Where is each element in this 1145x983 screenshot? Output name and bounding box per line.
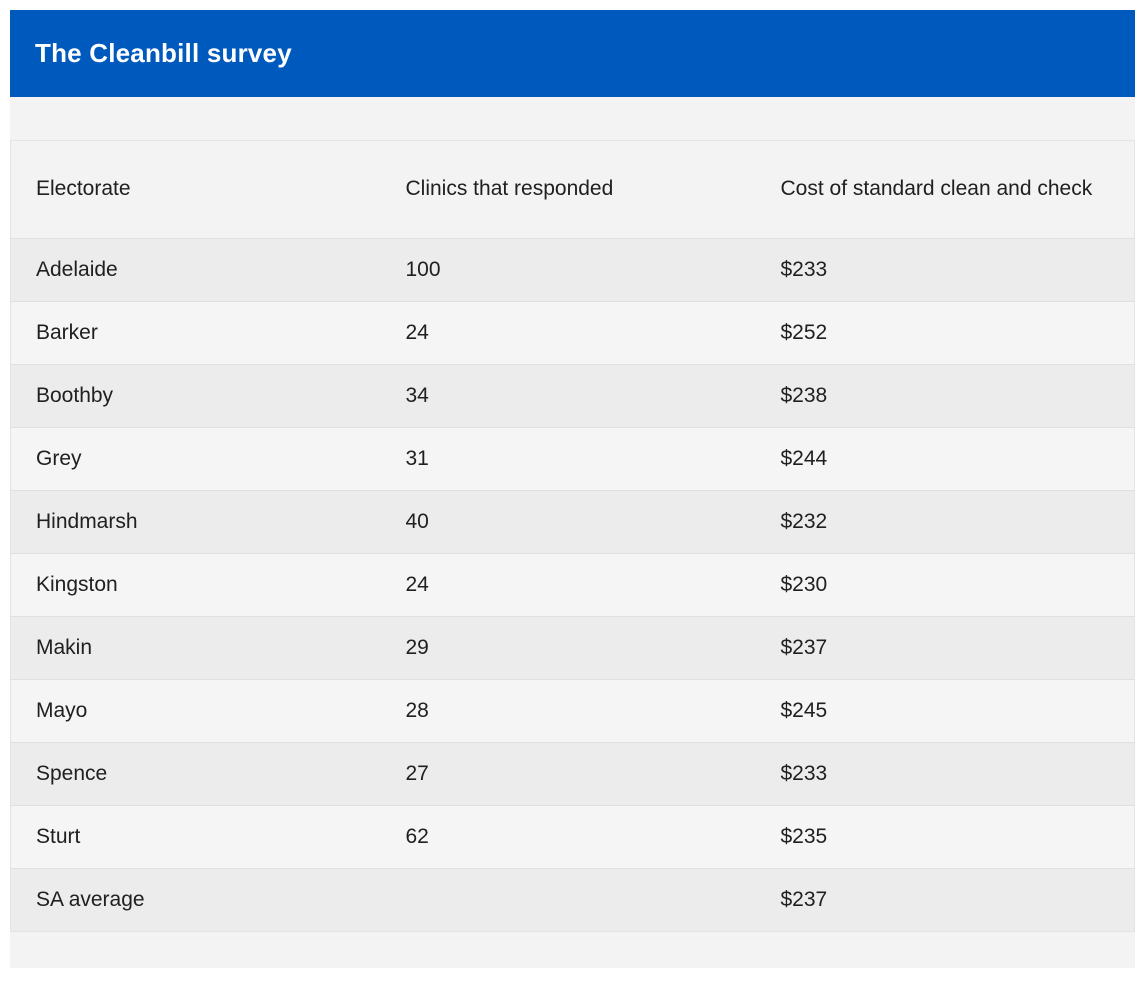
clinics-cell: 24 bbox=[380, 301, 756, 365]
survey-table: Electorate Clinics that responded Cost o… bbox=[10, 140, 1135, 932]
electorate-cell: Barker bbox=[10, 301, 381, 365]
table-row: Mayo 28 $245 bbox=[10, 679, 1135, 743]
cost-cell: $238 bbox=[755, 364, 1135, 428]
electorate-cell: Kingston bbox=[10, 553, 381, 617]
clinics-cell: 27 bbox=[380, 742, 756, 806]
column-header-electorate-label: Electorate bbox=[36, 177, 131, 201]
table-row: Hindmarsh 40 $232 bbox=[10, 490, 1135, 554]
clinics-cell: 62 bbox=[380, 805, 756, 869]
cost-cell: $237 bbox=[755, 868, 1135, 932]
table-row: SA average $237 bbox=[10, 868, 1135, 932]
electorate-cell: Spence bbox=[10, 742, 381, 806]
cost-cell: $235 bbox=[755, 805, 1135, 869]
table-row: Makin 29 $237 bbox=[10, 616, 1135, 680]
table-row: Adelaide 100 $233 bbox=[10, 238, 1135, 302]
column-header-cost-label: Cost of standard clean and check bbox=[780, 177, 1093, 201]
column-header-electorate: Electorate bbox=[10, 140, 381, 239]
table-row: Kingston 24 $230 bbox=[10, 553, 1135, 617]
clinics-cell: 29 bbox=[380, 616, 756, 680]
table-body: Adelaide 100 $233 Barker 24 $252 Boothby 34 $238… bbox=[10, 238, 1135, 932]
clinics-cell bbox=[380, 868, 756, 932]
electorate-cell: Adelaide bbox=[10, 238, 381, 302]
electorate-cell: Hindmarsh bbox=[10, 490, 381, 554]
electorate-cell: Sturt bbox=[10, 805, 381, 869]
header-row: Electorate Clinics that responded Cost o… bbox=[10, 140, 1135, 239]
table-row: Boothby 34 $238 bbox=[10, 364, 1135, 428]
cost-cell: $233 bbox=[755, 238, 1135, 302]
clinics-cell: 100 bbox=[380, 238, 756, 302]
cost-cell: $237 bbox=[755, 616, 1135, 680]
cost-cell: $232 bbox=[755, 490, 1135, 554]
column-header-cost: Cost of standard clean and check bbox=[755, 140, 1135, 239]
widget-title-bar: The Cleanbill survey bbox=[10, 10, 1135, 97]
table-row: Barker 24 $252 bbox=[10, 301, 1135, 365]
clinics-cell: 28 bbox=[380, 679, 756, 743]
clinics-cell: 31 bbox=[380, 427, 756, 491]
electorate-cell: Grey bbox=[10, 427, 381, 491]
column-header-clinics: Clinics that responded bbox=[380, 140, 756, 239]
electorate-cell: SA average bbox=[10, 868, 381, 932]
cost-cell: $230 bbox=[755, 553, 1135, 617]
page-title: The Cleanbill survey bbox=[35, 38, 292, 68]
electorate-cell: Makin bbox=[10, 616, 381, 680]
cost-cell: $252 bbox=[755, 301, 1135, 365]
table-header: Electorate Clinics that responded Cost o… bbox=[10, 140, 1135, 239]
cost-cell: $245 bbox=[755, 679, 1135, 743]
cleanbill-survey-widget: The Cleanbill survey Electorate Clinics … bbox=[10, 10, 1135, 968]
table-row: Sturt 62 $235 bbox=[10, 805, 1135, 869]
clinics-cell: 34 bbox=[380, 364, 756, 428]
electorate-cell: Mayo bbox=[10, 679, 381, 743]
column-header-clinics-label: Clinics that responded bbox=[405, 177, 614, 201]
clinics-cell: 40 bbox=[380, 490, 756, 554]
clinics-cell: 24 bbox=[380, 553, 756, 617]
table-row: Grey 31 $244 bbox=[10, 427, 1135, 491]
cost-cell: $244 bbox=[755, 427, 1135, 491]
widget-body: Electorate Clinics that responded Cost o… bbox=[10, 97, 1135, 968]
cost-cell: $233 bbox=[755, 742, 1135, 806]
table-row: Spence 27 $233 bbox=[10, 742, 1135, 806]
electorate-cell: Boothby bbox=[10, 364, 381, 428]
